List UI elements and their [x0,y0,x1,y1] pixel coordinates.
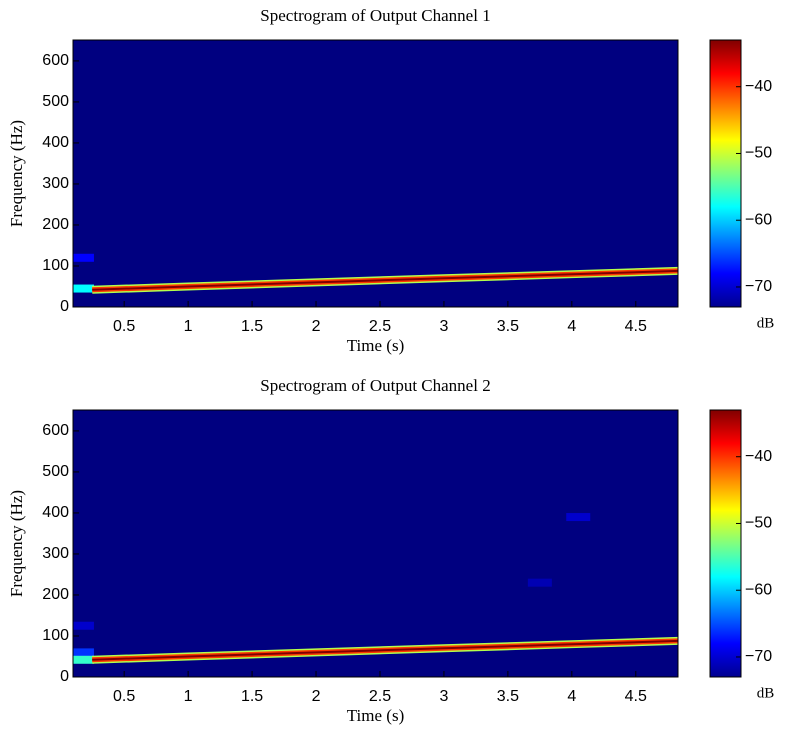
colorbar-tick-label: −40 [745,448,772,465]
y-tick-label: 400 [42,504,69,521]
x-tick-label: 4.5 [625,318,647,335]
colorbar-tick-label: −60 [745,211,772,228]
y-tick-label: 600 [42,52,69,69]
chart-title: Spectrogram of Output Channel 1 [260,6,490,25]
x-tick-label: 1.5 [241,688,263,705]
x-tick-label: 2 [312,688,321,705]
x-tick-label: 4 [567,688,576,705]
ridge [92,269,678,291]
y-tick-label: 500 [42,93,69,110]
x-tick-label: 2 [312,318,321,335]
y-tick-label: 0 [60,668,69,685]
spectrogram-panel: Spectrogram of Output Channel 2 Time (s) F… [7,376,774,725]
y-tick-label: 500 [42,463,69,480]
plot-area [73,513,678,664]
colorbar-tick-label: −40 [745,78,772,95]
spot [527,578,552,587]
y-tick-label: 300 [42,545,69,562]
spot [73,284,94,293]
colorbar-tick-label: −50 [745,145,772,162]
background [73,410,678,677]
x-tick-label: 4.5 [625,688,647,705]
y-tick-label: 100 [42,627,69,644]
spot [566,513,591,522]
x-axis-label: Time (s) [347,336,404,355]
spot [73,655,94,664]
colorbar-tick-label: −70 [745,278,772,295]
spot [73,648,94,657]
x-tick-label: 1.5 [241,318,263,335]
x-tick-label: 1 [184,318,193,335]
colorbar [709,39,742,308]
colorbar-label: dB [757,315,775,331]
axes-frame [72,39,679,308]
x-tick-label: 0.5 [113,688,135,705]
spot [73,253,94,262]
y-tick-label: 100 [42,257,69,274]
colorbar-label: dB [757,685,775,701]
spectrogram-panel: Spectrogram of Output Channel 1 Time (s) F… [7,6,774,355]
x-tick-label: 3 [439,318,448,335]
ridge [92,639,678,661]
x-tick-label: 4 [567,318,576,335]
y-tick-label: 600 [42,422,69,439]
spot [73,621,94,630]
colorbar-tick-label: −50 [745,515,772,532]
x-tick-label: 2.5 [369,318,391,335]
chart-title: Spectrogram of Output Channel 2 [260,376,490,395]
plot-area [73,253,678,294]
axes-frame [72,409,679,678]
x-tick-label: 0.5 [113,318,135,335]
y-tick-label: 300 [42,175,69,192]
colorbar-tick-label: −70 [745,648,772,665]
background [73,40,678,307]
x-tick-label: 1 [184,688,193,705]
x-tick-label: 3.5 [497,688,519,705]
colorbar [709,409,742,678]
x-tick-label: 3 [439,688,448,705]
y-tick-label: 200 [42,586,69,603]
y-tick-label: 400 [42,134,69,151]
y-axis-label: Frequency (Hz) [7,490,26,597]
x-axis-label: Time (s) [347,706,404,725]
y-axis-label: Frequency (Hz) [7,120,26,227]
colorbar-tick-label: −60 [745,581,772,598]
y-tick-label: 0 [60,298,69,315]
y-tick-label: 200 [42,216,69,233]
x-tick-label: 2.5 [369,688,391,705]
x-tick-label: 3.5 [497,318,519,335]
